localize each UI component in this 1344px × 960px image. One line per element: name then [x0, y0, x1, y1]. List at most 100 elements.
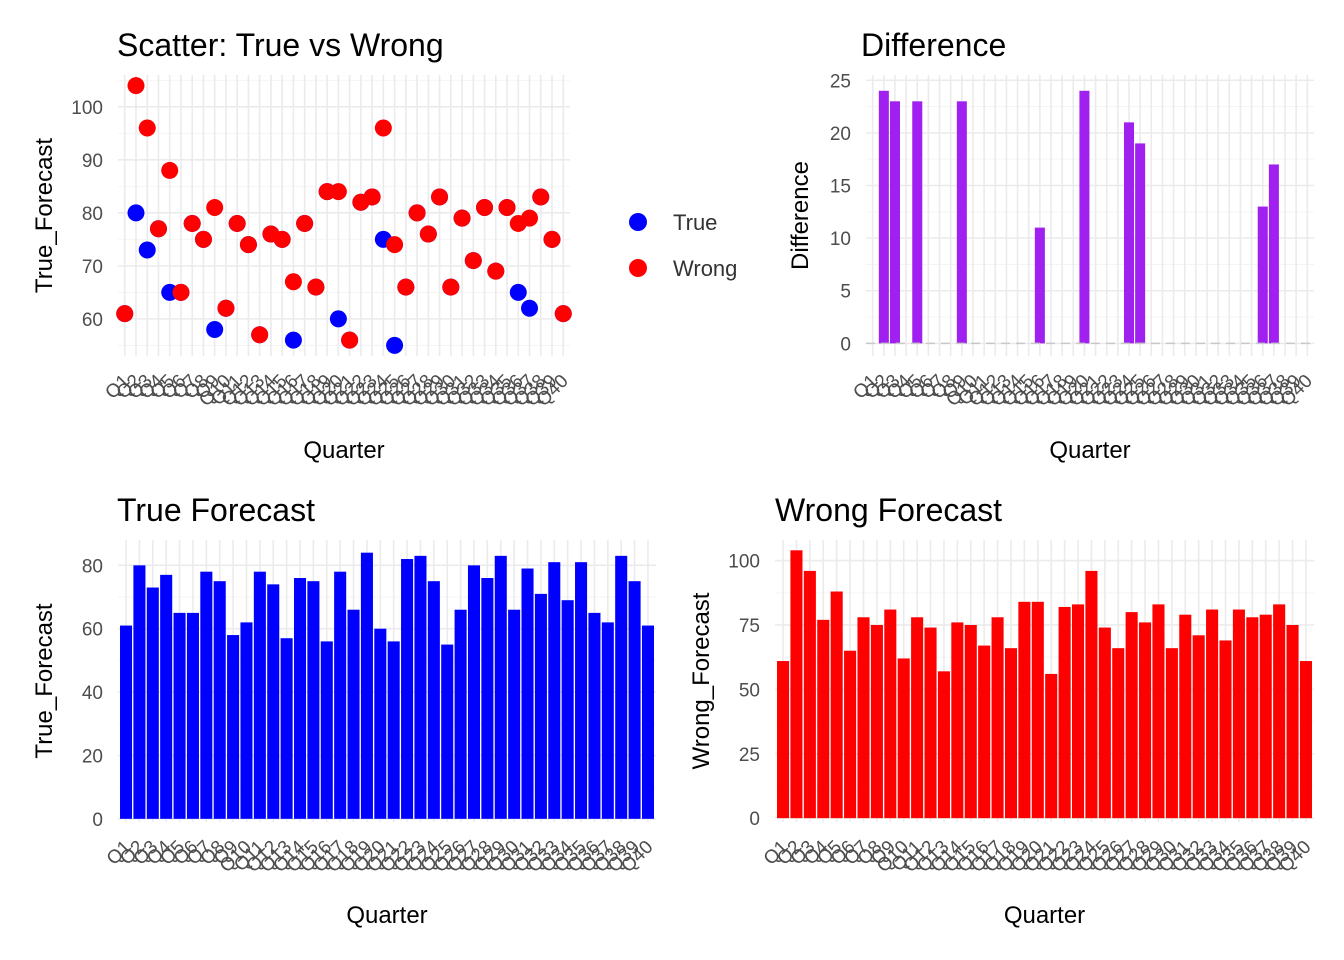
data-marks — [120, 552, 654, 819]
bar-q25 — [441, 644, 454, 819]
point-true-q20 — [329, 310, 347, 328]
bar-q15 — [307, 581, 320, 819]
true-forecast-title: True Forecast — [117, 492, 315, 528]
grid — [866, 75, 1314, 356]
x-tick-labels: Q1Q2Q3Q4Q5Q6Q7Q8Q9Q10Q11Q12Q13Q14Q15Q16Q… — [103, 836, 658, 877]
y-tick-label: 75 — [739, 616, 760, 637]
x-tick-labels: Q1Q2Q3Q4Q5Q6Q7Q8Q9Q10Q11Q12Q13Q14Q15Q16Q… — [102, 370, 573, 411]
bar-q34 — [561, 600, 574, 819]
data-marks — [116, 77, 572, 354]
point-wrong-q35 — [498, 199, 516, 217]
bar-q12 — [924, 627, 937, 819]
point-wrong-q30 — [442, 278, 460, 296]
point-wrong-q15 — [273, 230, 291, 248]
point-wrong-q38 — [532, 188, 550, 206]
bar-q22 — [401, 559, 414, 819]
bar-q15 — [964, 624, 977, 819]
point-true-q9 — [206, 320, 224, 338]
bar-q6 — [186, 612, 199, 819]
bar-q28 — [1139, 622, 1152, 819]
point-wrong-q26 — [397, 278, 415, 296]
bar-q16 — [320, 641, 333, 819]
point-wrong-q1 — [116, 305, 134, 323]
bar-q17 — [334, 571, 347, 819]
panel-true-forecast: True Forecast 0 20 40 60 80 Q1Q2Q3Q4Q5Q6Q7Q8Q… — [31, 492, 658, 929]
x-axis-title: Quarter — [346, 902, 427, 929]
y-axis-title: True_Forecast — [31, 603, 58, 759]
bar-q23 — [1071, 604, 1085, 819]
legend-key-true — [629, 213, 647, 231]
bar-q33 — [548, 562, 561, 819]
point-wrong-q2 — [127, 77, 145, 95]
panel-wrong-forecast: Wrong Forecast 0 25 50 75 100 Q1Q2Q3Q4Q5Q6Q7Q… — [688, 492, 1315, 929]
y-tick-label: 20 — [82, 746, 103, 767]
point-wrong-q18 — [307, 278, 325, 296]
bar-q32 — [534, 593, 547, 819]
point-wrong-q33 — [476, 199, 494, 217]
bar-q20 — [1031, 601, 1044, 819]
legend-label-true: True — [673, 210, 717, 235]
bar-q9 — [884, 609, 897, 819]
bar-q16 — [1034, 227, 1045, 344]
bar-q30 — [1165, 648, 1178, 819]
bar-q36 — [588, 612, 601, 819]
bar-q40 — [1299, 661, 1312, 819]
y-axis-title: Wrong_Forecast — [688, 592, 715, 769]
bar-q35 — [1232, 609, 1245, 819]
point-wrong-q5 — [161, 161, 179, 179]
bar-q24 — [1123, 122, 1135, 344]
bar-q13 — [280, 638, 293, 819]
bar-q13 — [937, 671, 950, 819]
bar-q38 — [1273, 604, 1286, 819]
y-tick-label: 60 — [82, 310, 103, 331]
panel-difference: Difference 0 5 10 15 20 25 Q1Q2Q3Q4Q5Q6Q7Q8Q9Q… — [787, 27, 1317, 464]
bar-q14 — [951, 622, 964, 819]
bar-q37 — [1268, 164, 1279, 344]
y-axis-title: True_Forecast — [31, 138, 58, 294]
point-wrong-q20 — [329, 183, 347, 201]
point-wrong-q4 — [149, 220, 167, 238]
bar-q25 — [1098, 627, 1111, 819]
bar-q12 — [267, 584, 280, 819]
y-tick-label: 25 — [830, 71, 851, 92]
bar-q2 — [878, 90, 889, 344]
bar-q29 — [494, 555, 507, 819]
bar-q20 — [374, 628, 387, 819]
point-wrong-q6 — [172, 283, 190, 301]
bar-q23 — [414, 555, 427, 819]
x-axis-title: Quarter — [1004, 902, 1085, 929]
point-wrong-q34 — [487, 262, 505, 280]
point-wrong-q28 — [419, 225, 437, 243]
legend-label-wrong: Wrong — [673, 256, 737, 281]
bar-q5 — [830, 591, 843, 819]
bar-q7 — [200, 571, 213, 819]
bar-q27 — [1125, 612, 1138, 819]
bar-q27 — [467, 565, 481, 819]
point-wrong-q24 — [374, 119, 392, 137]
bar-q14 — [293, 578, 307, 819]
bar-q9 — [227, 635, 240, 819]
x-tick-labels: Q1Q2Q3Q4Q5Q6Q7Q8Q9Q10Q11Q12Q13Q14Q15Q16Q… — [849, 370, 1316, 411]
bar-q7 — [857, 617, 870, 819]
bar-q30 — [508, 609, 521, 819]
bar-q4 — [817, 619, 830, 819]
point-true-q3 — [138, 241, 156, 259]
bar-q38 — [615, 555, 628, 819]
point-wrong-q21 — [341, 331, 359, 349]
wrong-forecast-title: Wrong Forecast — [775, 492, 1002, 528]
bar-q39 — [1286, 624, 1299, 819]
point-true-q36 — [509, 283, 527, 301]
bar-q10 — [897, 658, 910, 819]
y-tick-label: 80 — [82, 556, 103, 577]
bar-q5 — [912, 101, 923, 344]
point-wrong-q27 — [408, 204, 426, 222]
legend: True Wrong — [629, 210, 737, 281]
bar-q3 — [889, 101, 900, 344]
bar-q9 — [956, 101, 967, 344]
point-wrong-q3 — [138, 119, 156, 137]
point-wrong-q39 — [543, 230, 561, 248]
bar-q21 — [387, 641, 400, 819]
y-tick-label: 40 — [82, 683, 103, 704]
bar-q21 — [1045, 673, 1058, 819]
